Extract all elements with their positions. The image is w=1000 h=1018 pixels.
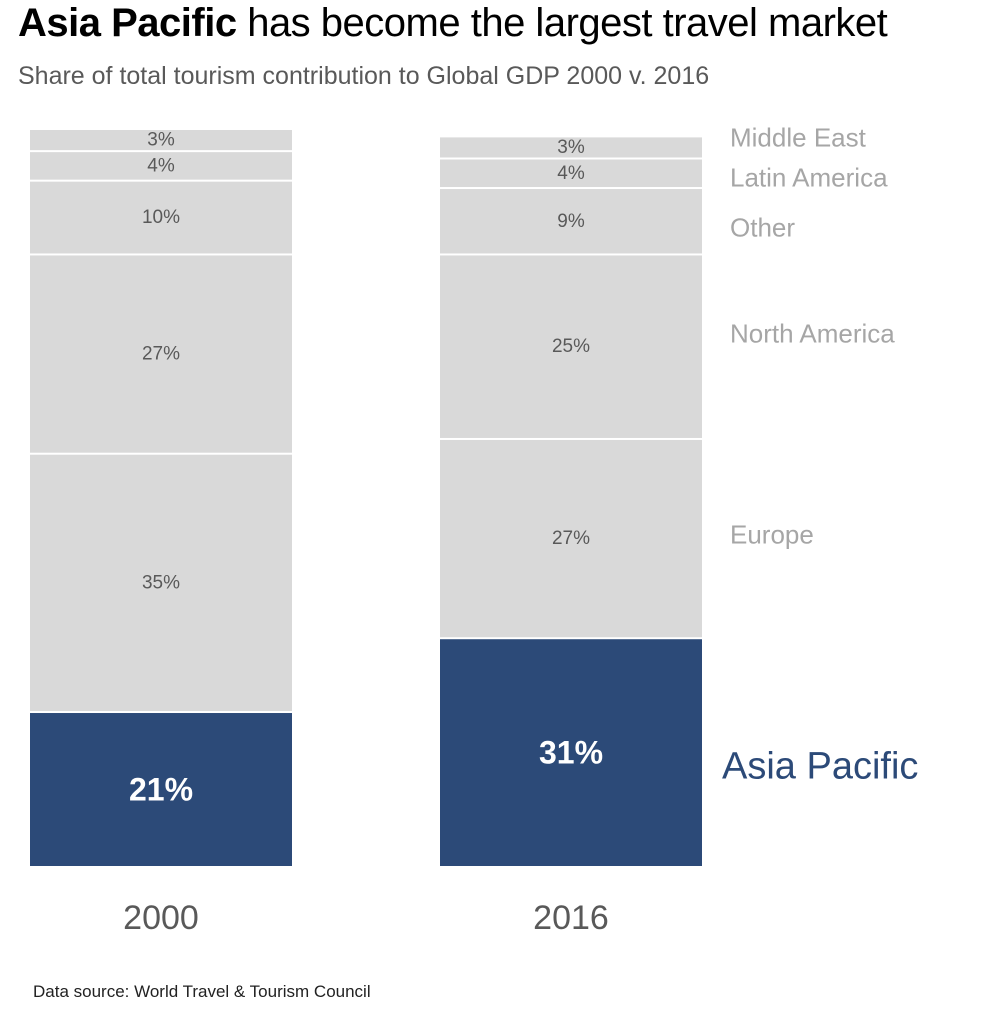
series-label-asia-pacific: Asia Pacific <box>722 746 918 788</box>
series-label-north-america: North America <box>730 319 895 349</box>
bar-segment-europe-2000 <box>30 454 292 712</box>
bar-segment-asia-pacific-2016 <box>440 639 702 866</box>
bar-segment-north-america-2000 <box>30 255 292 453</box>
data-label-latin-america-2016: 4% <box>557 163 585 184</box>
data-label-europe-2000: 35% <box>142 572 180 593</box>
series-label-europe: Europe <box>730 520 814 550</box>
series-label-latin-america: Latin America <box>730 162 888 192</box>
data-label-middle-east-2000: 3% <box>147 130 175 151</box>
bar-segment-middle-east-2000 <box>30 130 292 151</box>
data-label-other-2000: 10% <box>142 207 180 228</box>
chart-title: Asia Pacific has become the largest trav… <box>18 0 888 46</box>
bar-segment-latin-america-2000 <box>30 152 292 180</box>
title-rest: has become the largest travel market <box>236 1 888 45</box>
data-label-latin-america-2000: 4% <box>147 155 175 176</box>
series-label-middle-east: Middle East <box>730 122 867 152</box>
bar-segment-latin-america-2016 <box>440 159 702 188</box>
bar-segment-north-america-2016 <box>440 255 702 438</box>
data-label-asia-pacific-2000: 21% <box>129 772 193 808</box>
x-tick-label-2016: 2016 <box>533 899 609 937</box>
bar-segment-europe-2016 <box>440 439 702 638</box>
data-label-asia-pacific-2016: 31% <box>539 735 603 771</box>
chart-subtitle: Share of total tourism contribution to G… <box>18 62 710 90</box>
data-label-north-america-2000: 27% <box>142 344 180 365</box>
bar-segment-other-2016 <box>440 189 702 254</box>
bar-segment-asia-pacific-2000 <box>30 713 292 866</box>
bar-segment-other-2000 <box>30 181 292 254</box>
bar-segment-middle-east-2016 <box>440 137 702 158</box>
data-label-other-2016: 9% <box>557 211 585 232</box>
title-highlight: Asia Pacific <box>18 1 237 45</box>
data-label-north-america-2016: 25% <box>552 336 590 357</box>
data-source: Data source: World Travel & Tourism Coun… <box>33 982 371 1001</box>
data-label-europe-2016: 27% <box>552 528 590 549</box>
x-tick-label-2000: 2000 <box>123 899 199 937</box>
data-label-middle-east-2016: 3% <box>557 137 585 158</box>
series-label-other: Other <box>730 212 795 242</box>
